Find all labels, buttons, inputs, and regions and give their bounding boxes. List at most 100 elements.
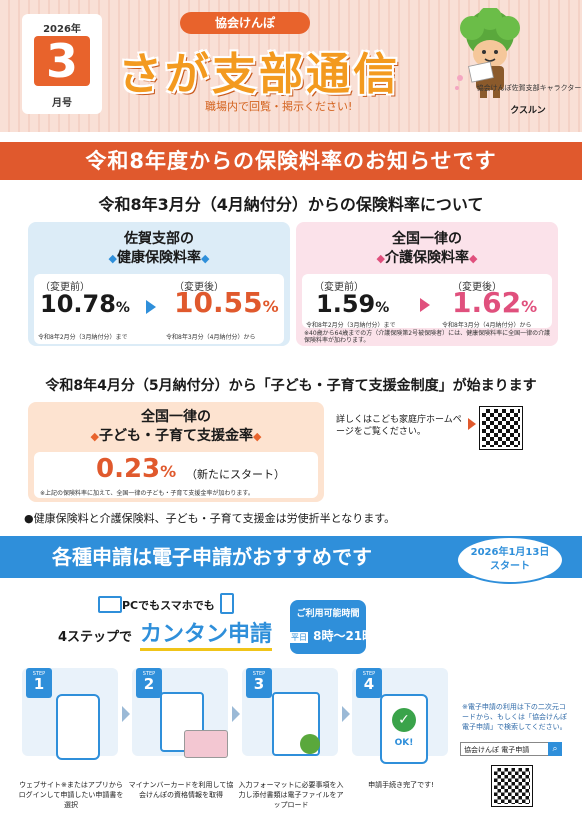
care-rate-body: （変更前） 1.59% 令和8年2月分（3月納付分）まで （変更後） 1.62%…	[302, 274, 552, 329]
diamond-icon: ◆	[201, 252, 210, 265]
mynumber-card-icon	[184, 730, 228, 758]
child-unit: %	[160, 462, 177, 481]
newsletter-title: さが支部通信	[118, 49, 400, 100]
hours-title: ご利用可能時間	[296, 609, 360, 619]
health-before-rate: 10.78%	[40, 290, 130, 318]
step-label: STEP	[32, 671, 46, 677]
association-name: 協会けんぽ	[180, 12, 310, 34]
e-application-note: ※電子申請の利用は下の二次元コードから、もしくは「協会けんぽ 電子申請」で検索し…	[462, 703, 567, 731]
rate-notice-banner: 令和8年度からの保険料率のお知らせです	[0, 142, 582, 180]
care-card-title-row: ◆介護保険料率◆	[296, 249, 558, 268]
start-date: 2026年1月13日	[470, 547, 550, 558]
step-number: 3	[253, 675, 265, 693]
start-label: スタート	[490, 561, 530, 572]
care-before-rate: 1.59%	[316, 290, 389, 318]
step-3-caption: 入力フォーマットに必要事項を入力し添付書類は電子ファイルをアップロード	[238, 781, 344, 809]
smartphone-app-icon	[56, 694, 100, 760]
issue-month: 3	[34, 36, 90, 86]
care-before-label: （変更前）	[314, 282, 364, 293]
issue-date-box: 2026年 3 月号	[22, 14, 102, 114]
health-card-heading: 佐賀支部の ◆健康保険料率◆	[28, 230, 290, 268]
diamond-icon: ◆	[253, 430, 262, 443]
service-hours-box: ご利用可能時間 平日 8時〜21時	[290, 600, 374, 654]
health-before-unit: %	[115, 300, 130, 316]
care-card-org: 全国一律の	[392, 231, 462, 247]
step-label: STEP	[362, 671, 376, 677]
mascot-kusurun-icon	[455, 8, 520, 98]
hours-time: 8時〜21時	[313, 629, 375, 643]
care-before-note: 令和8年2月分（3月納付分）まで	[306, 322, 396, 329]
child-rate-body: 0.23% （新たにスタート） ※上記の保険料率に加えて、全国一律の子ども・子育…	[34, 452, 318, 498]
health-card-title-row: ◆健康保険料率◆	[28, 249, 290, 268]
health-after-label: （変更後）	[174, 282, 224, 293]
child-value: 0.23	[96, 454, 161, 484]
start-date-badge: 2026年1月13日 スタート	[456, 536, 564, 584]
step-3-badge: STEP 3	[246, 668, 272, 698]
hours-days: 平日	[290, 632, 308, 643]
rate-section-title: 令和8年3月分（4月納付分）からの保険料率について	[98, 195, 484, 214]
child-card-heading: 全国一律の ◆子ども・子育て支援金率◆	[28, 408, 324, 446]
health-card-title: 健康保険料率	[117, 250, 201, 266]
arrow-right-icon	[146, 300, 156, 314]
paperclip-icon	[300, 734, 320, 754]
laptop-icon	[98, 596, 122, 613]
step-arrow-icon	[342, 706, 350, 722]
step-1-badge: STEP 1	[26, 668, 52, 698]
care-after-label: （変更後）	[452, 282, 502, 293]
health-insurance-card: 佐賀支部の ◆健康保険料率◆ （変更前） 10.78% 令和8年2月分（3月納付…	[28, 222, 290, 346]
care-after-rate: 1.62%	[452, 286, 537, 319]
step-number: 4	[363, 675, 375, 693]
health-card-org: 佐賀支部の	[124, 231, 194, 247]
child-footnote: ※上記の保険料率に加えて、全国一律の子ども・子育て支援金率が加わります。	[40, 490, 254, 497]
child-new-note: （新たにスタート）	[186, 468, 285, 481]
triangle-right-icon	[468, 418, 476, 430]
care-insurance-card: 全国一律の ◆介護保険料率◆ （変更前） 1.59% 令和8年2月分（3月納付分…	[296, 222, 558, 346]
health-after-rate: 10.55%	[174, 286, 279, 319]
issue-month-unit: 月号	[52, 98, 72, 109]
diamond-icon: ◆	[90, 430, 99, 443]
child-card-title-row: ◆子ども・子育て支援金率◆	[28, 427, 324, 446]
completed-phone-icon: ✓ OK!	[380, 694, 428, 764]
care-before-unit: %	[375, 300, 390, 316]
ok-text: OK!	[394, 738, 414, 748]
issue-year: 2026年	[43, 24, 81, 35]
child-card-title: 子ども・子育て支援金率	[99, 428, 253, 444]
step-2-badge: STEP 2	[136, 668, 162, 698]
step-number: 1	[33, 675, 45, 693]
diamond-icon: ◆	[376, 252, 385, 265]
child-card-org: 全国一律の	[141, 409, 211, 425]
step-1-caption: ウェブサイト※またはアプリからログインして申請したい申請書を選択	[18, 781, 124, 809]
care-footnote: ※40歳から64歳までの方（介護保険第2号被保険者）には、健康保険料率に全国一律…	[304, 330, 551, 344]
step-label: STEP	[252, 671, 266, 677]
qr-code-icon[interactable]	[491, 765, 533, 807]
step-4-caption: 申請手続き完了です!	[368, 781, 434, 789]
care-card-heading: 全国一律の ◆介護保険料率◆	[296, 230, 558, 268]
child-support-card: 全国一律の ◆子ども・子育て支援金率◆ 0.23% （新たにスタート） ※上記の…	[28, 402, 324, 502]
qr-code-icon[interactable]	[479, 406, 523, 450]
child-rate: 0.23%	[96, 454, 176, 484]
check-icon: ✓	[392, 708, 416, 732]
care-after-note: 令和8年3月分（4月納付分）から	[442, 322, 532, 329]
care-before-value: 1.59	[316, 290, 376, 318]
step-arrow-icon	[232, 706, 240, 722]
health-before-note: 令和8年2月分（3月納付分）まで	[38, 334, 128, 341]
step-arrow-icon	[122, 706, 130, 722]
pc-smartphone-text: PCでもスマホでも	[122, 599, 215, 612]
e-application-banner-text: 各種申請は電子申請がおすすめです	[52, 545, 372, 569]
arrow-right-icon	[420, 298, 430, 312]
care-card-title: 介護保険料率	[385, 250, 469, 266]
health-before-value: 10.78	[40, 290, 116, 318]
search-icon[interactable]: ⌕	[548, 742, 562, 756]
diamond-icon: ◆	[469, 252, 478, 265]
step-number: 2	[143, 675, 155, 693]
cost-sharing-note: ●健康保険料と介護保険料、子ども・子育て支援金は労使折半となります。	[24, 512, 396, 525]
health-after-note: 令和8年3月分（4月納付分）から	[166, 334, 256, 341]
newsletter-subtitle: 職場内で回覧・掲示ください!	[205, 100, 353, 113]
mascot-name: クスルン	[510, 106, 546, 116]
smartphone-icon	[220, 593, 234, 614]
health-before-label: （変更前）	[40, 282, 90, 293]
search-box[interactable]: 協会けんぽ 電子申請	[460, 742, 560, 756]
child-agency-link-text[interactable]: 詳しくはこども家庭庁ホームページをご覧ください。	[336, 415, 462, 437]
checklist-icon	[160, 692, 204, 752]
hours-row: 平日 8時〜21時	[290, 625, 374, 644]
